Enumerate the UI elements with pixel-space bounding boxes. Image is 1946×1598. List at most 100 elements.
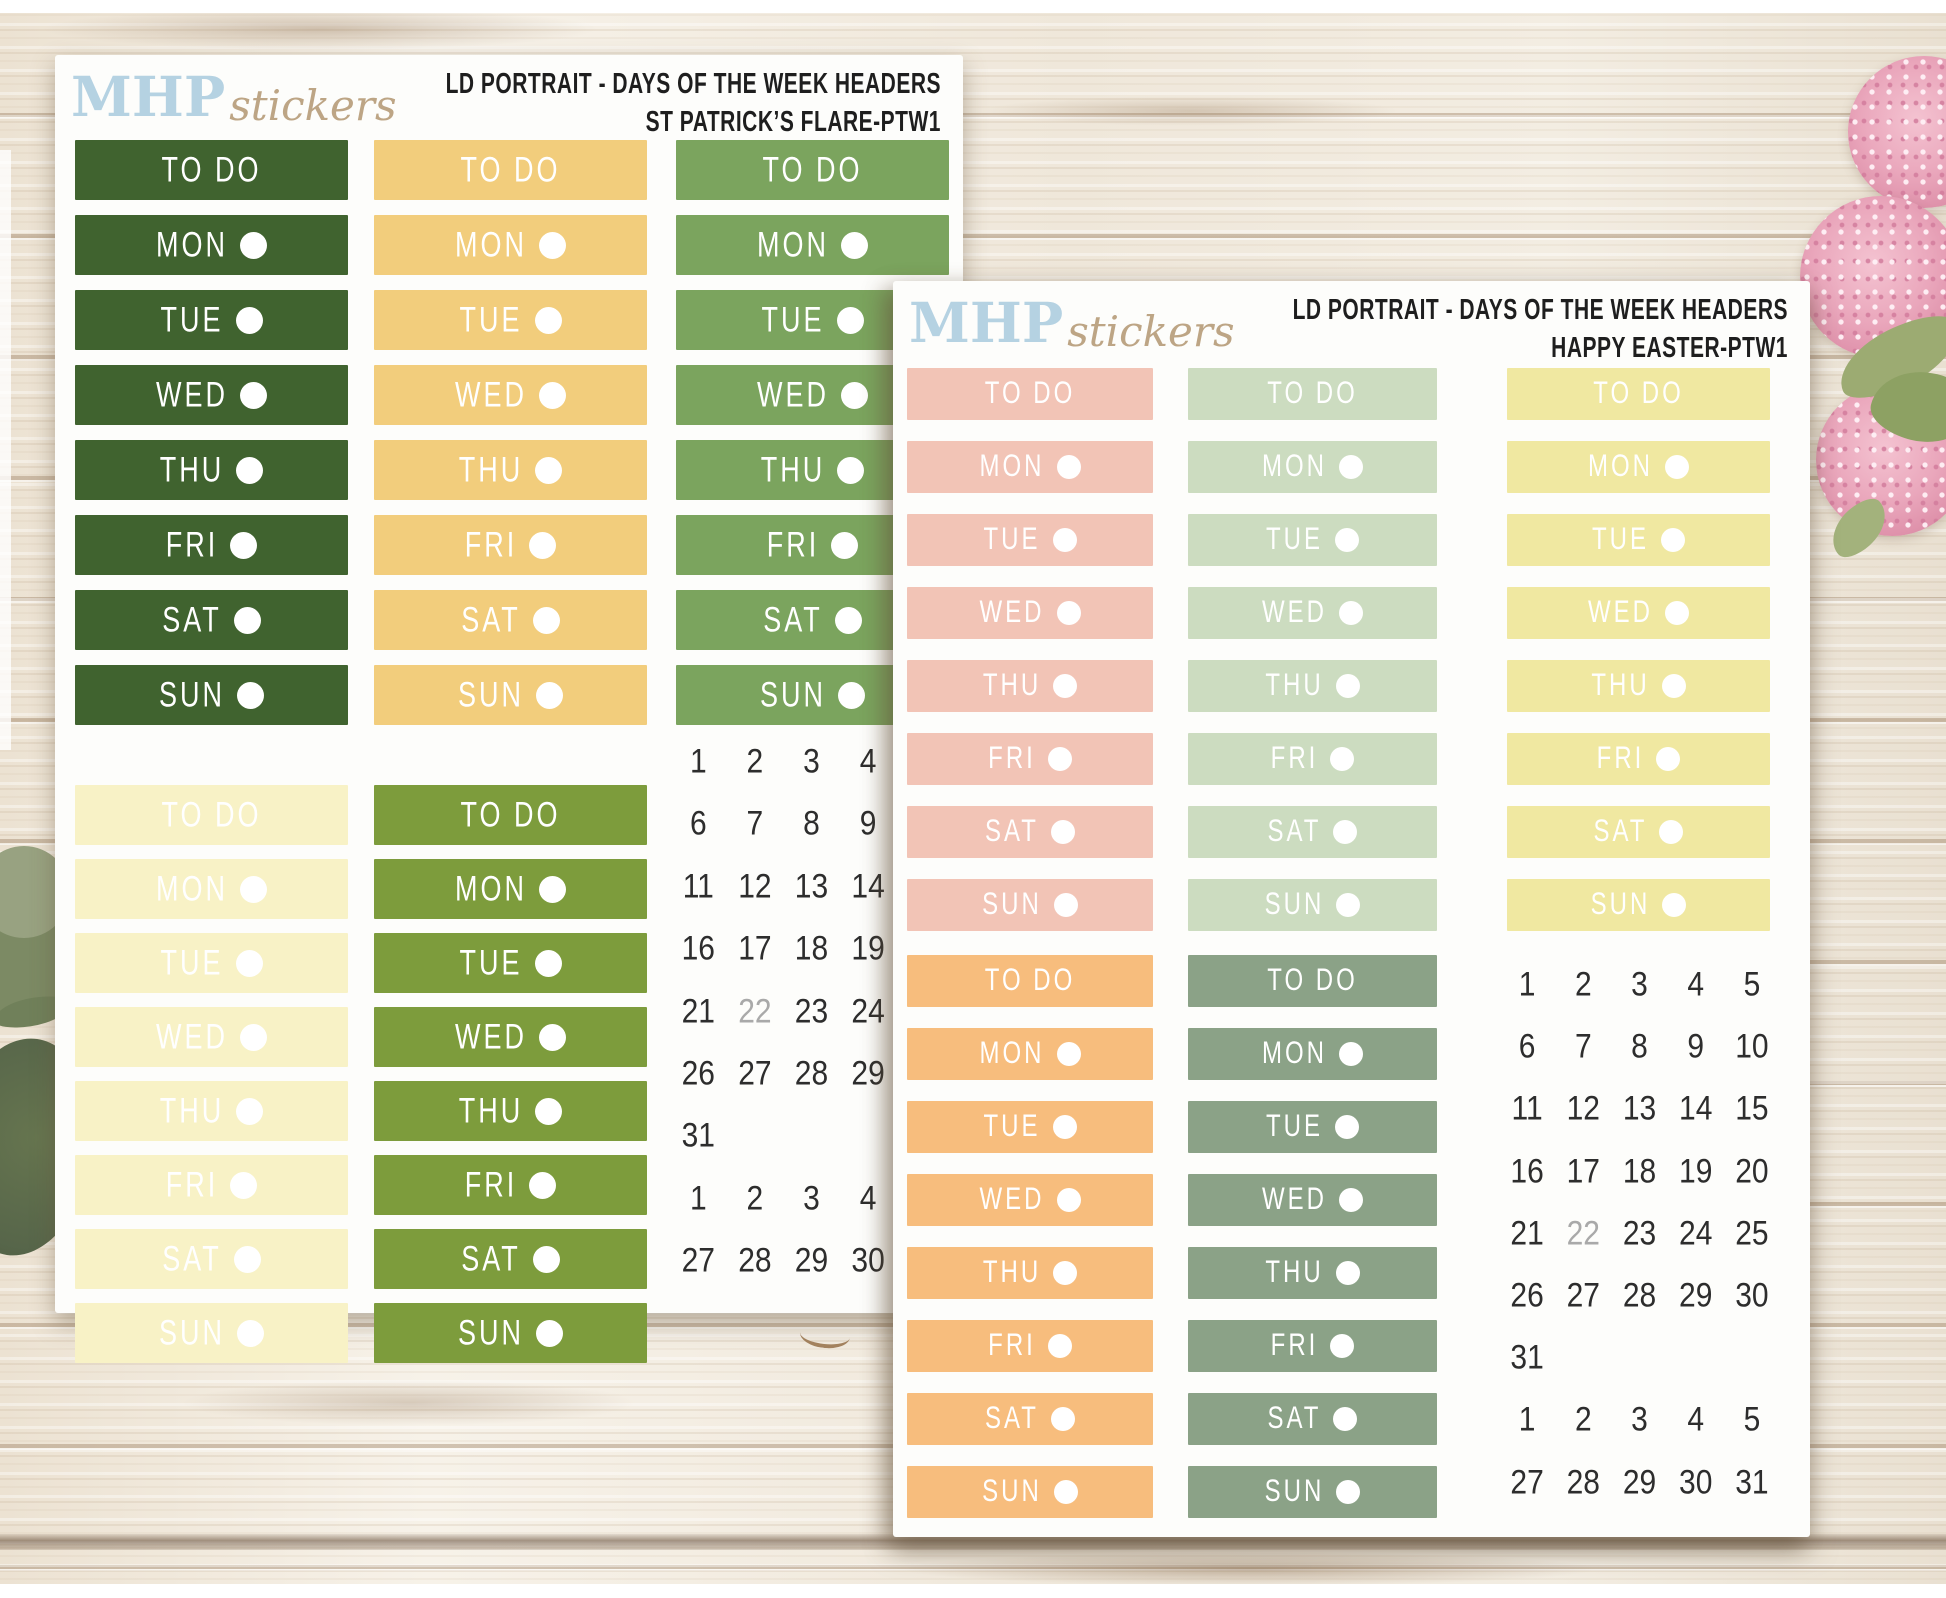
- date-number: 1: [1518, 1400, 1536, 1439]
- sticker-bar-label: FRI: [766, 524, 820, 564]
- sticker-bar-sun: SUN: [374, 665, 647, 725]
- day-dot-icon: [1056, 455, 1081, 479]
- sticker-bar-wed: WED: [75, 1007, 348, 1067]
- date-number: 23: [794, 992, 829, 1031]
- sticker-sheet-happy-easter: MHP stickers LD PORTRAIT - DAYS OF THE W…: [893, 281, 1810, 1537]
- day-dot-icon: [532, 1245, 560, 1273]
- date-number: 29: [851, 1054, 885, 1093]
- sticker-column-b2: TO DO MON TUE WED THU FRI SAT SUN: [1188, 955, 1437, 1518]
- date-number: 31: [1735, 1463, 1769, 1501]
- day-dot-icon: [529, 531, 557, 559]
- sticker-bar-wed: WED: [1188, 1174, 1437, 1226]
- sticker-bar-label: WED: [156, 1016, 228, 1056]
- sticker-bar-label: WED: [979, 1181, 1045, 1217]
- day-dot-icon: [1052, 528, 1077, 552]
- day-dot-icon: [1335, 528, 1359, 552]
- wood-plank-seam: [0, 1534, 1946, 1550]
- date-number: 10: [1735, 1027, 1769, 1066]
- sticker-bar-label: TUE: [1266, 521, 1323, 557]
- day-dot-icon: [1656, 747, 1681, 771]
- sticker-bar-sat: SAT: [1188, 806, 1437, 858]
- sticker-bar-label: TO DO: [460, 794, 561, 834]
- date-number: 29: [1622, 1463, 1657, 1501]
- date-row: 16 17 18 19 20: [1499, 1141, 1780, 1203]
- sticker-bar-label: TUE: [761, 299, 825, 339]
- sticker-bar-tue: TUE: [1188, 514, 1437, 566]
- sticker-bar-thu: THU: [1188, 1247, 1437, 1299]
- date-number: 27: [1510, 1463, 1544, 1501]
- sticker-bar-sat: SAT: [907, 1393, 1153, 1445]
- day-dot-icon: [1330, 747, 1355, 771]
- sticker-bar-wed: WED: [1507, 587, 1770, 639]
- sticker-bar-label: SAT: [461, 1238, 521, 1278]
- sticker-bar-to-do: TO DO: [1507, 368, 1770, 420]
- sticker-bar-label: SAT: [162, 599, 222, 639]
- day-dot-icon: [1050, 1407, 1075, 1431]
- day-dot-icon: [536, 681, 563, 709]
- date-number: 28: [738, 1241, 772, 1280]
- sticker-bar-label: SUN: [158, 674, 225, 714]
- sticker-bar-label: SUN: [982, 1473, 1042, 1509]
- sticker-bar-label: THU: [982, 1254, 1042, 1290]
- sticker-bar-label: TO DO: [1593, 375, 1684, 411]
- day-dot-icon: [1056, 601, 1081, 625]
- sticker-bar-label: FRI: [1270, 740, 1319, 776]
- brand-logo: MHP stickers: [71, 69, 397, 127]
- day-dot-icon: [1665, 455, 1689, 479]
- day-dot-icon: [1056, 1188, 1081, 1212]
- date-row: 11 12 13 14 15: [1499, 1078, 1780, 1140]
- date-number: 4: [859, 742, 877, 781]
- sticker-bar-label: FRI: [464, 1164, 518, 1204]
- sticker-bar-label: WED: [455, 1016, 527, 1056]
- date-number: 3: [1631, 1400, 1648, 1439]
- sticker-bar-label: TUE: [1592, 521, 1649, 557]
- day-dot-icon: [841, 381, 868, 409]
- sticker-bar-label: SAT: [1593, 813, 1648, 849]
- date-number: 30: [1679, 1463, 1713, 1501]
- sticker-bar-wed: WED: [907, 587, 1153, 639]
- sheet-header: LD PORTRAIT - DAYS OF THE WEEK HEADERS H…: [1293, 292, 1788, 368]
- date-number: 20: [1735, 1152, 1769, 1191]
- sticker-bar-mon: MON: [374, 215, 647, 275]
- date-number: 14: [1679, 1089, 1713, 1128]
- date-number: 14: [851, 867, 885, 906]
- date-number: 4: [1687, 1400, 1705, 1439]
- date-row: 26 27 28 29 30: [1499, 1265, 1780, 1327]
- sticker-sheet-st-patricks-flare: MHP stickers LD PORTRAIT - DAYS OF THE W…: [55, 55, 963, 1363]
- sticker-bar-tue: TUE: [75, 933, 348, 993]
- sticker-bar-mon: MON: [907, 441, 1153, 493]
- sticker-bar-sat: SAT: [374, 1229, 647, 1289]
- sticker-bar-label: TO DO: [1267, 962, 1358, 998]
- day-dot-icon: [539, 381, 566, 409]
- day-dot-icon: [233, 606, 261, 634]
- photo-frame-bottom: [0, 1584, 1946, 1598]
- sticker-column-b1: TO DO MON TUE WED THU FRI SAT SUN: [75, 785, 348, 1363]
- sticker-bar-label: THU: [458, 1090, 524, 1130]
- sticker-bar-label: SUN: [457, 674, 524, 714]
- date-number: 16: [1510, 1152, 1544, 1191]
- sticker-bar-thu: THU: [374, 440, 647, 500]
- day-dot-icon: [236, 1097, 264, 1125]
- sticker-bar-label: THU: [760, 449, 826, 489]
- day-dot-icon: [1333, 820, 1358, 844]
- date-row: 27 28 29 30 31: [1499, 1452, 1780, 1514]
- sticker-bar-tue: TUE: [1507, 514, 1770, 566]
- sticker-bar-wed: WED: [75, 365, 348, 425]
- sticker-bar-sat: SAT: [1188, 1393, 1437, 1445]
- sticker-bar-fri: FRI: [1188, 733, 1437, 785]
- day-dot-icon: [1056, 1042, 1081, 1066]
- date-number: 5: [1743, 965, 1761, 1004]
- sticker-bar-label: FRI: [1596, 740, 1645, 776]
- day-dot-icon: [1052, 1115, 1077, 1139]
- date-number: 11: [682, 867, 714, 906]
- day-dot-icon: [1053, 1261, 1078, 1285]
- sheet-header: LD PORTRAIT - DAYS OF THE WEEK HEADERS S…: [446, 66, 941, 142]
- sticker-bar-label: TUE: [983, 1108, 1041, 1144]
- sheet-header-line2: HAPPY EASTER-PTW1: [1551, 332, 1788, 364]
- date-number: 24: [851, 992, 885, 1031]
- date-number: [1555, 1322, 1611, 1394]
- date-number: 19: [1679, 1152, 1713, 1191]
- date-number: 3: [803, 742, 820, 781]
- sticker-bar-label: WED: [1262, 594, 1327, 630]
